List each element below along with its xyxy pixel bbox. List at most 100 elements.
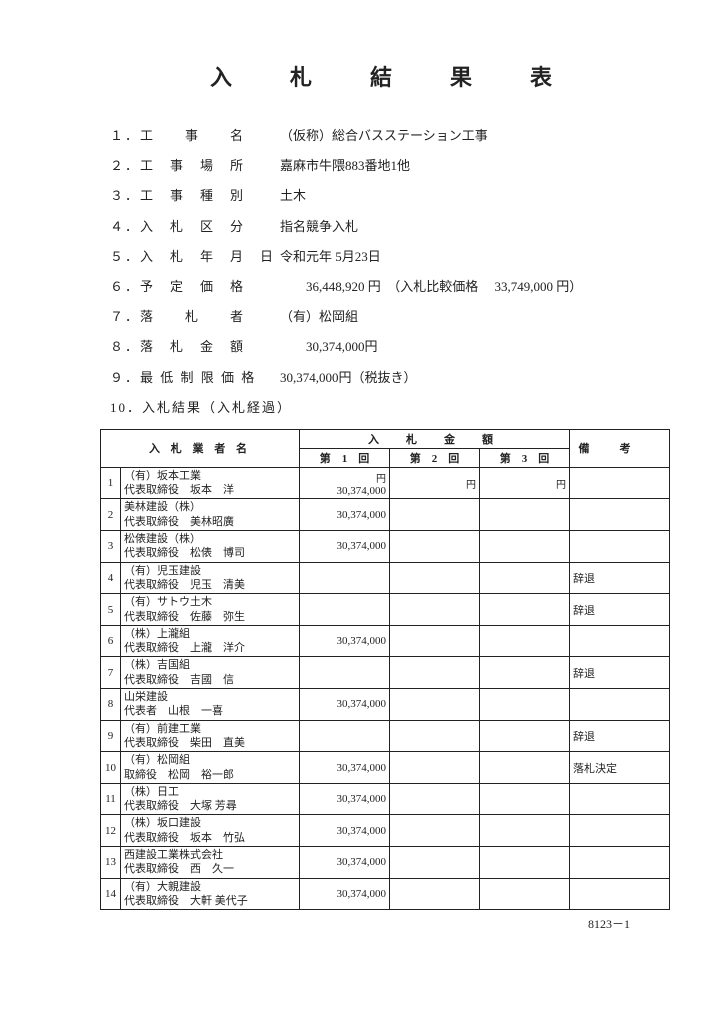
company-name: （有）坂本工業代表取締役 坂本 洋 — [121, 467, 300, 499]
remarks: 辞退 — [570, 594, 670, 626]
field-value: （有）松岡組 — [270, 308, 680, 326]
row-number: 10 — [101, 752, 121, 784]
row-number: 7 — [101, 657, 121, 689]
field-row: ５．入 札 年 月 日令和元年 5月23日 — [110, 248, 680, 266]
field-label: ３．工 事 種 別 — [110, 187, 270, 205]
field-row: ３．工 事 種 別土木 — [110, 187, 680, 205]
table-row: 5（有）サトウ土木代表取締役 佐藤 弥生 辞退 — [101, 594, 670, 626]
amount-round-1 — [300, 720, 390, 752]
amount-round-2 — [390, 783, 480, 815]
amount-round-3 — [480, 689, 570, 721]
remarks — [570, 499, 670, 531]
company-name: （有）大親建設代表取締役 大軒 美代子 — [121, 878, 300, 910]
field-label: ９．最 低 制 限 価 格 — [110, 369, 270, 387]
field-label: 10．入札結果（入札経過） — [110, 399, 270, 417]
row-number: 2 — [101, 499, 121, 531]
table-row: 4（有）児玉建設代表取締役 児玉 清美辞退 — [101, 562, 670, 594]
company-name: （株）坂口建設代表取締役 坂本 竹弘 — [121, 815, 300, 847]
amount-round-2 — [390, 531, 480, 563]
amount-round-1 — [300, 594, 390, 626]
amount-round-1: 30,374,000 — [300, 847, 390, 879]
amount-round-3 — [480, 499, 570, 531]
th-amount: 入 札 金 額 — [300, 429, 570, 448]
amount-round-2 — [390, 657, 480, 689]
th-company: 入 札 業 者 名 — [101, 429, 300, 467]
amount-round-1: 30,374,000 — [300, 531, 390, 563]
row-number: 6 — [101, 625, 121, 657]
field-value — [270, 399, 680, 417]
field-row: ８．落 札 金 額 30,374,000円 — [110, 338, 680, 356]
field-row: ４．入 札 区 分指名競争入札 — [110, 218, 680, 236]
field-label: ７．落 札 者 — [110, 308, 270, 326]
amount-round-2 — [390, 752, 480, 784]
company-name: 美林建設（株）代表取締役 美林昭廣 — [121, 499, 300, 531]
company-name: （株）吉国組代表取締役 吉國 信 — [121, 657, 300, 689]
row-number: 8 — [101, 689, 121, 721]
amount-round-1: 30,374,000 — [300, 815, 390, 847]
field-value: 30,374,000円 — [270, 338, 680, 356]
amount-round-2 — [390, 689, 480, 721]
remarks: 辞退 — [570, 720, 670, 752]
amount-round-1: 30,374,000 — [300, 689, 390, 721]
table-row: 11（株）日工代表取締役 大塚 芳尋30,374,000 — [101, 783, 670, 815]
field-list: １．工 事 名（仮称）総合バスステーション工事 ２．工 事 場 所嘉麻市牛隈883… — [110, 127, 680, 417]
amount-round-2 — [390, 720, 480, 752]
remarks: 辞退 — [570, 657, 670, 689]
field-row: ７．落 札 者（有）松岡組 — [110, 308, 680, 326]
field-label: ２．工 事 場 所 — [110, 157, 270, 175]
remarks: 落札決定 — [570, 752, 670, 784]
amount-round-1: 30,374,000 — [300, 752, 390, 784]
company-name: （有）前建工業代表取締役 柴田 直美 — [121, 720, 300, 752]
amount-round-2 — [390, 878, 480, 910]
table-row: 10（有）松岡組取締役 松岡 裕一郎30,374,000落札決定 — [101, 752, 670, 784]
field-value: 嘉麻市牛隈883番地1他 — [270, 157, 680, 175]
amount-round-2 — [390, 562, 480, 594]
table-row: 2美林建設（株）代表取締役 美林昭廣30,374,000 — [101, 499, 670, 531]
th-round-1: 第 1 回 — [300, 448, 390, 467]
table-row: 13西建設工業株式会社代表取締役 西 久一30,374,000 — [101, 847, 670, 879]
remarks — [570, 689, 670, 721]
row-number: 5 — [101, 594, 121, 626]
row-number: 4 — [101, 562, 121, 594]
field-value: 令和元年 5月23日 — [270, 248, 680, 266]
remarks — [570, 783, 670, 815]
amount-round-3 — [480, 815, 570, 847]
amount-round-1: 30,374,000 — [300, 625, 390, 657]
field-value: （仮称）総合バスステーション工事 — [270, 127, 680, 145]
field-label: ５．入 札 年 月 日 — [110, 248, 270, 266]
remarks — [570, 878, 670, 910]
bid-result-table: 入 札 業 者 名 入 札 金 額 備考 第 1 回 第 2 回 第 3 回 1… — [100, 429, 670, 910]
amount-round-1: 30,374,000 — [300, 499, 390, 531]
field-row: 10．入札結果（入札経過） — [110, 399, 680, 417]
table-row: 1（有）坂本工業代表取締役 坂本 洋円30,374,000円円 — [101, 467, 670, 499]
field-value: 30,374,000円（税抜き） — [270, 369, 680, 387]
th-round-2: 第 2 回 — [390, 448, 480, 467]
company-name: （有）サトウ土木代表取締役 佐藤 弥生 — [121, 594, 300, 626]
table-row: 6（株）上瀧組代表取締役 上瀧 洋介30,374,000 — [101, 625, 670, 657]
amount-round-3 — [480, 594, 570, 626]
table-row: 9（有）前建工業代表取締役 柴田 直美辞退 — [101, 720, 670, 752]
amount-round-3 — [480, 657, 570, 689]
row-number: 11 — [101, 783, 121, 815]
th-round-3: 第 3 回 — [480, 448, 570, 467]
table-row: 14（有）大親建設代表取締役 大軒 美代子30,374,000 — [101, 878, 670, 910]
amount-round-1: 円30,374,000 — [300, 467, 390, 499]
row-number: 13 — [101, 847, 121, 879]
field-label: ８．落 札 金 額 — [110, 338, 270, 356]
company-name: 山栄建設代表者 山根 一喜 — [121, 689, 300, 721]
page-footer: 8123－1 — [40, 915, 630, 932]
amount-round-3 — [480, 720, 570, 752]
amount-round-2 — [390, 815, 480, 847]
amount-round-3 — [480, 752, 570, 784]
amount-round-3 — [480, 625, 570, 657]
field-row: ９．最 低 制 限 価 格30,374,000円（税抜き） — [110, 369, 680, 387]
amount-round-1 — [300, 657, 390, 689]
company-name: 松俵建設（株）代表取締役 松俵 博司 — [121, 531, 300, 563]
row-number: 1 — [101, 467, 121, 499]
remarks — [570, 847, 670, 879]
field-row: １．工 事 名（仮称）総合バスステーション工事 — [110, 127, 680, 145]
row-number: 14 — [101, 878, 121, 910]
field-value: 指名競争入札 — [270, 218, 680, 236]
company-name: （株）上瀧組代表取締役 上瀧 洋介 — [121, 625, 300, 657]
amount-round-3 — [480, 783, 570, 815]
